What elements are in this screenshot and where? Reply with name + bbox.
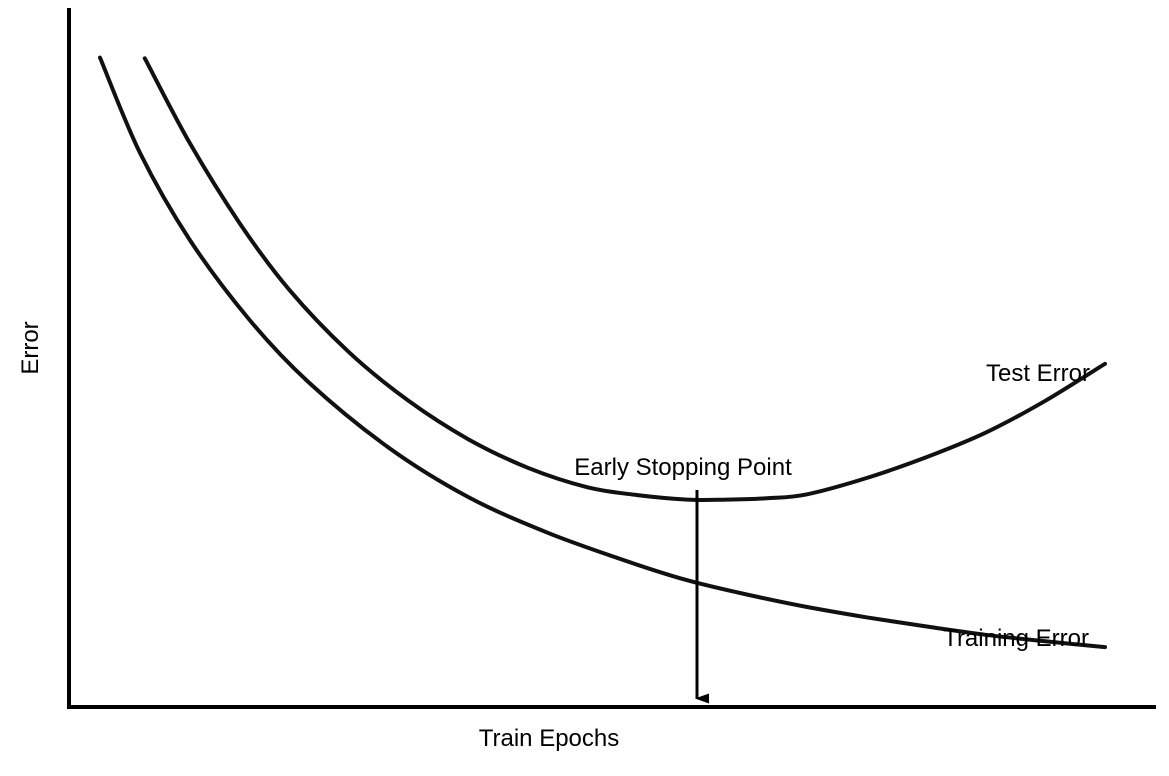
series-line-test-error <box>142 56 1107 503</box>
x-axis-label: Train Epochs <box>479 725 620 752</box>
series-line-training-error <box>98 55 1107 650</box>
early-stopping-label: Early Stopping Point <box>574 454 792 481</box>
y-axis-label: Error <box>17 321 44 374</box>
series-label-test-error: Test Error <box>986 360 1090 387</box>
series-label-training-error: Training Error <box>943 625 1089 652</box>
